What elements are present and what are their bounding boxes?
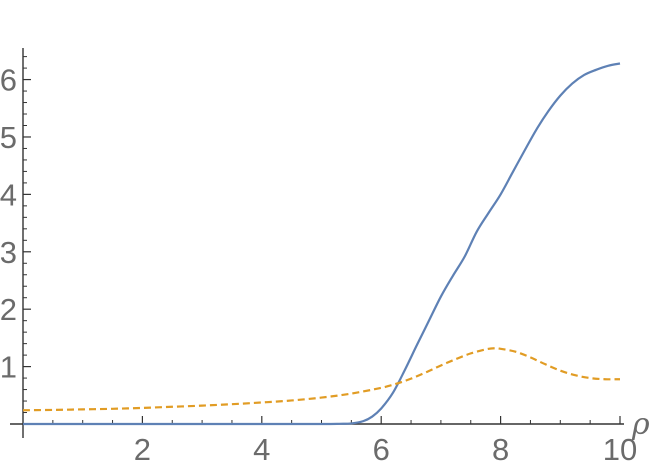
solid-series-line (23, 62, 621, 426)
y-tick-label: 6 (0, 63, 17, 98)
y-axis-ticks: 1 2 3 4 5 6 (0, 56, 31, 414)
y-tick-label: 1 (0, 350, 17, 385)
x-tick-label: 2 (134, 432, 151, 467)
x-tick-label: 4 (253, 432, 270, 467)
x-tick-label: 6 (373, 432, 390, 467)
x-axis-label: ρ (631, 407, 650, 442)
y-tick-label: 5 (0, 120, 17, 155)
y-tick-label: 4 (0, 177, 17, 212)
y-tick-label: 3 (0, 235, 17, 270)
x-tick-label: 8 (492, 432, 509, 467)
x-tick-label: 10 (603, 432, 637, 467)
dashed-series-line (22, 347, 621, 412)
y-tick-label: 2 (0, 292, 17, 327)
series-layer (22, 62, 621, 426)
